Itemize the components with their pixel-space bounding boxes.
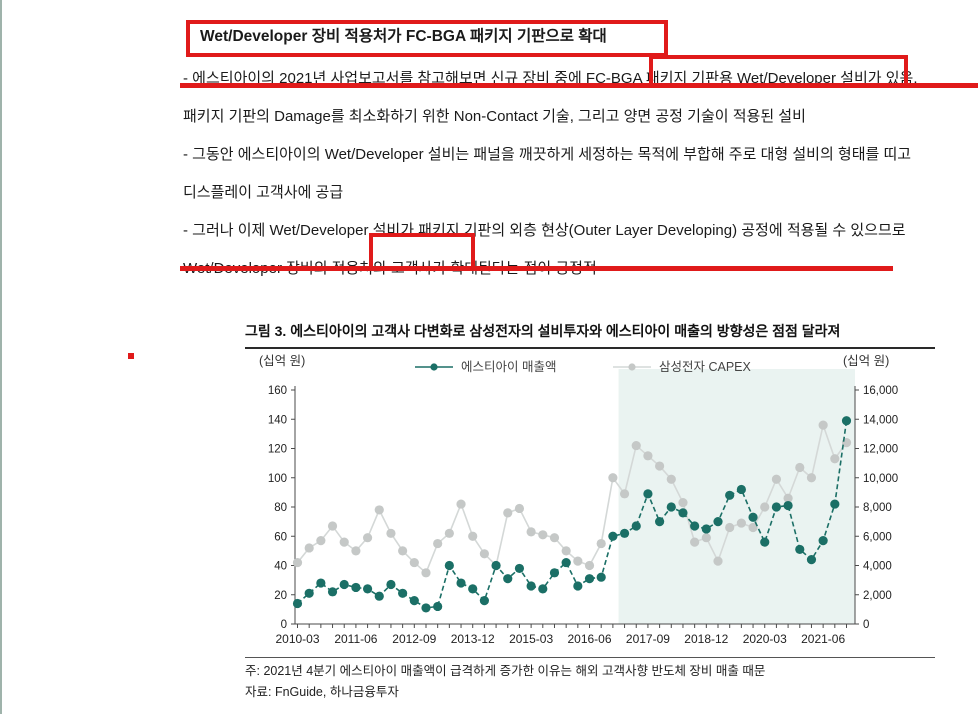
svg-text:16,000: 16,000 — [863, 385, 898, 397]
svg-text:2016-06: 2016-06 — [567, 632, 611, 646]
svg-text:2015-03: 2015-03 — [509, 632, 553, 646]
svg-text:에스티아이 매출액: 에스티아이 매출액 — [461, 360, 556, 374]
svg-text:2010-03: 2010-03 — [275, 632, 319, 646]
svg-text:100: 100 — [268, 473, 287, 485]
line-chart: 0 20 40 60 80 100 120 140 160 0 2,000 4,000 6,000 8,0… — [245, 349, 935, 655]
figure-caption: 그림 3. 에스티아이의 고객사 다변화로 삼성전자의 설비투자와 에스티아이 … — [245, 323, 841, 339]
svg-text:40: 40 — [274, 561, 287, 573]
annotation-rect-package — [369, 233, 475, 270]
chart-canvas: 0 20 40 60 80 100 120 140 160 0 2,000 4,000 6,000 8,0… — [259, 354, 898, 646]
svg-text:2021-06: 2021-06 — [801, 632, 845, 646]
paragraph-3: - 그러나 이제 Wet/Developer 설비가 패키지 기판의 외층 현상… — [183, 222, 906, 277]
annotation-underline-1 — [180, 83, 978, 88]
page-edge-line — [0, 0, 2, 714]
svg-text:80: 80 — [274, 502, 287, 514]
svg-text:(십억 원): (십억 원) — [259, 354, 305, 368]
svg-text:120: 120 — [268, 444, 287, 456]
svg-text:0: 0 — [863, 619, 869, 631]
annotation-underline-2 — [180, 266, 893, 271]
svg-text:2011-06: 2011-06 — [334, 632, 377, 646]
caption-rule — [245, 347, 935, 349]
svg-text:2018-12: 2018-12 — [684, 632, 728, 646]
svg-text:6,000: 6,000 — [863, 531, 892, 543]
figure-3: 그림 3. 에스티아이의 고객사 다변화로 삼성전자의 설비투자와 에스티아이 … — [245, 320, 935, 703]
note-rule — [245, 657, 935, 658]
svg-text:60: 60 — [274, 531, 287, 543]
section-heading: Wet/Developer 장비 적용처가 FC-BGA 패키지 기판으로 확대 — [200, 28, 607, 45]
svg-text:0: 0 — [281, 619, 287, 631]
paragraph-1: - 에스티아이의 2021년 사업보고서를 참고해보면 신규 장비 중에 FC-… — [183, 70, 918, 125]
svg-text:삼성전자 CAPEX: 삼성전자 CAPEX — [659, 360, 752, 374]
svg-text:20: 20 — [274, 590, 287, 602]
annotation-rect-title — [186, 20, 668, 57]
svg-text:2020-03: 2020-03 — [743, 632, 787, 646]
svg-text:12,000: 12,000 — [863, 444, 898, 456]
svg-text:8,000: 8,000 — [863, 502, 892, 514]
svg-text:14,000: 14,000 — [863, 414, 898, 426]
figure-note: 주: 2021년 4분기 에스티아이 매출액이 급격하게 증가한 이유는 해외 … — [245, 664, 766, 678]
svg-text:2017-09: 2017-09 — [626, 632, 670, 646]
paragraph-2: - 그동안 에스티아이의 Wet/Developer 설비는 패널을 깨끗하게 … — [183, 146, 912, 201]
svg-text:10,000: 10,000 — [863, 473, 898, 485]
svg-text:2,000: 2,000 — [863, 590, 892, 602]
figure-source: 자료: FnGuide, 하나금융투자 — [245, 685, 399, 699]
svg-text:140: 140 — [268, 414, 287, 426]
svg-text:2013-12: 2013-12 — [451, 632, 495, 646]
svg-text:(십억 원): (십억 원) — [843, 354, 889, 368]
svg-text:160: 160 — [268, 385, 287, 397]
annotation-dot — [128, 353, 134, 359]
svg-text:4,000: 4,000 — [863, 561, 892, 573]
svg-text:2012-09: 2012-09 — [392, 632, 436, 646]
